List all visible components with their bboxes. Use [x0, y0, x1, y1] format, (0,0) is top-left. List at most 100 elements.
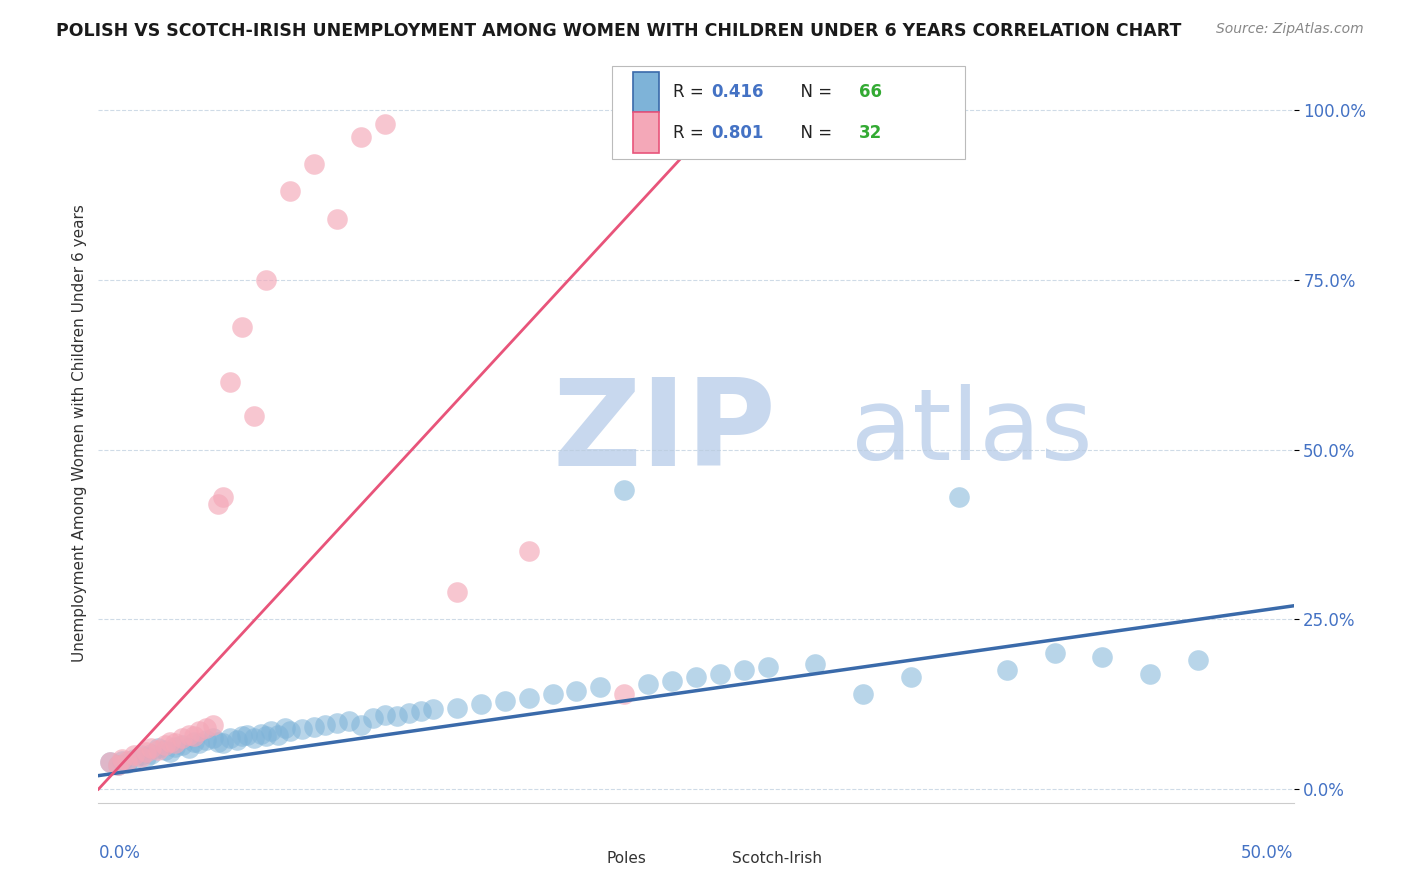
Point	[517, 690, 540, 705]
Point	[637, 677, 659, 691]
Point	[231, 320, 253, 334]
Point	[302, 157, 325, 171]
Point	[207, 497, 229, 511]
Point	[187, 736, 209, 750]
Point	[111, 754, 134, 768]
Point	[326, 211, 349, 226]
Point	[363, 711, 385, 725]
Point	[98, 755, 122, 769]
Point	[446, 585, 468, 599]
Point	[398, 706, 420, 720]
Point	[98, 755, 122, 769]
Point	[326, 715, 349, 730]
Point	[995, 664, 1018, 678]
Point	[446, 700, 468, 714]
Point	[254, 273, 277, 287]
Point	[202, 731, 225, 746]
Point	[259, 724, 281, 739]
Point	[1139, 666, 1161, 681]
Point	[202, 717, 225, 731]
Point	[183, 734, 205, 748]
Point	[131, 748, 153, 763]
Point	[135, 745, 157, 759]
Point	[172, 738, 194, 752]
Text: 0.0%: 0.0%	[98, 844, 141, 862]
Text: 66: 66	[859, 83, 882, 101]
Point	[1091, 649, 1114, 664]
Point	[613, 483, 636, 498]
Point	[159, 734, 181, 748]
Point	[172, 731, 194, 746]
Text: N =: N =	[790, 124, 838, 142]
Point	[709, 666, 731, 681]
Point	[804, 657, 827, 671]
Point	[124, 748, 146, 763]
Point	[211, 490, 233, 504]
Text: 0.416: 0.416	[711, 83, 763, 101]
Point	[613, 687, 636, 701]
Point	[155, 743, 177, 757]
Text: Scotch-Irish: Scotch-Irish	[733, 851, 823, 866]
Point	[374, 117, 396, 131]
Point	[148, 743, 170, 757]
Point	[131, 749, 153, 764]
Point	[107, 758, 129, 772]
Text: N =: N =	[790, 83, 838, 101]
Point	[254, 729, 277, 743]
Point	[211, 736, 233, 750]
Point	[163, 740, 186, 755]
Point	[339, 714, 361, 729]
Point	[385, 709, 409, 723]
Point	[179, 728, 201, 742]
Point	[374, 707, 396, 722]
Point	[422, 702, 444, 716]
Point	[589, 681, 612, 695]
Point	[494, 694, 516, 708]
Point	[111, 752, 134, 766]
Point	[135, 749, 157, 764]
Y-axis label: Unemployment Among Women with Children Under 6 years: Unemployment Among Women with Children U…	[72, 203, 87, 662]
Text: Source: ZipAtlas.com: Source: ZipAtlas.com	[1216, 22, 1364, 37]
Point	[159, 745, 181, 759]
Point	[183, 729, 205, 743]
Bar	[696, 844, 723, 871]
Point	[139, 747, 162, 761]
Point	[250, 726, 273, 740]
Text: 0.801: 0.801	[711, 124, 763, 142]
Point	[517, 544, 540, 558]
Point	[756, 660, 779, 674]
Text: R =: R =	[673, 83, 709, 101]
Point	[733, 664, 755, 678]
Text: atlas: atlas	[852, 384, 1092, 481]
Point	[243, 409, 266, 423]
FancyBboxPatch shape	[613, 66, 965, 159]
Bar	[633, 112, 659, 153]
Point	[302, 720, 325, 734]
Text: 32: 32	[859, 124, 882, 142]
Point	[278, 724, 301, 739]
Point	[411, 704, 433, 718]
Point	[1043, 646, 1066, 660]
Point	[107, 758, 129, 772]
Point	[852, 687, 875, 701]
Point	[350, 130, 373, 145]
Text: ZIP: ZIP	[553, 374, 776, 491]
Point	[219, 731, 242, 746]
Text: 50.0%: 50.0%	[1241, 844, 1294, 862]
Text: POLISH VS SCOTCH-IRISH UNEMPLOYMENT AMONG WOMEN WITH CHILDREN UNDER 6 YEARS CORR: POLISH VS SCOTCH-IRISH UNEMPLOYMENT AMON…	[56, 22, 1181, 40]
Point	[179, 741, 201, 756]
Point	[115, 756, 138, 771]
Point	[155, 738, 177, 752]
Point	[163, 736, 186, 750]
Point	[470, 698, 492, 712]
Bar	[633, 71, 659, 112]
Point	[350, 717, 373, 731]
Point	[235, 728, 257, 742]
Text: Poles: Poles	[606, 851, 647, 866]
Point	[195, 733, 218, 747]
Text: R =: R =	[673, 124, 709, 142]
Point	[291, 723, 314, 737]
Point	[207, 734, 229, 748]
Point	[219, 375, 242, 389]
Point	[187, 724, 209, 739]
